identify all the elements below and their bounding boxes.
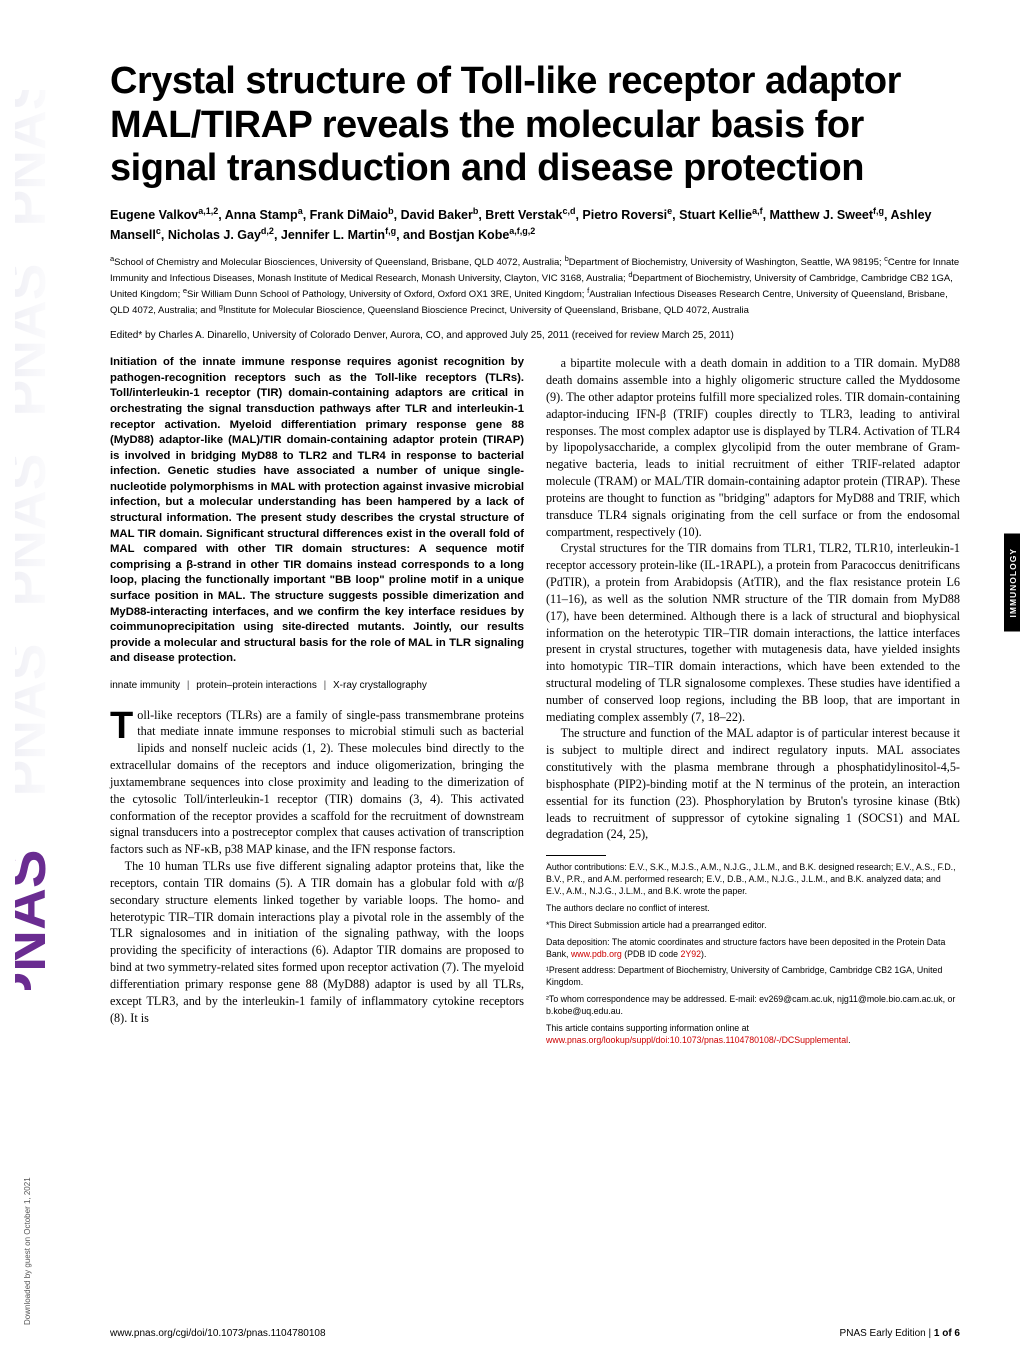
page: PNAS PNAS PNAS PNAS PNAS Downloaded by g… bbox=[0, 0, 1020, 1365]
pdb-link[interactable]: www.pdb.org bbox=[571, 949, 622, 959]
svg-text:PNAS: PNAS bbox=[15, 454, 57, 607]
page-footer: www.pnas.org/cgi/doi/10.1073/pnas.110478… bbox=[110, 1328, 960, 1339]
two-column-body: Initiation of the innate immune response… bbox=[110, 355, 960, 1046]
direct-submission: *This Direct Submission article had a pr… bbox=[546, 920, 960, 932]
supporting-link[interactable]: www.pnas.org/lookup/suppl/doi:10.1073/pn… bbox=[546, 1035, 848, 1045]
svg-text:PNAS: PNAS bbox=[15, 849, 58, 990]
supporting-info: This article contains supporting informa… bbox=[546, 1023, 960, 1047]
body-paragraph: The 10 human TLRs use five different sig… bbox=[110, 858, 524, 1026]
correspondence: ²To whom correspondence may be addressed… bbox=[546, 994, 960, 1018]
data-deposition: Data deposition: The atomic coordinates … bbox=[546, 937, 960, 961]
abstract: Initiation of the innate immune response… bbox=[110, 355, 524, 667]
author-contributions: Author contributions: E.V., S.K., M.J.S.… bbox=[546, 862, 960, 898]
download-notice: Downloaded by guest on October 1, 2021 bbox=[23, 1145, 32, 1325]
footnote-text: This article contains supporting informa… bbox=[546, 1023, 749, 1033]
pdb-id-link[interactable]: 2Y92 bbox=[680, 949, 701, 959]
article-title: Crystal structure of Toll-like receptor … bbox=[110, 60, 960, 191]
separator-icon: | bbox=[324, 680, 327, 691]
footnotes: Author contributions: E.V., S.K., M.J.S.… bbox=[546, 862, 960, 1046]
keywords: innate immunity | protein–protein intera… bbox=[110, 679, 524, 693]
footnote-block: Author contributions: E.V., S.K., M.J.S.… bbox=[546, 855, 960, 1046]
keyword: X-ray crystallography bbox=[333, 680, 427, 691]
svg-text:PNAS: PNAS bbox=[15, 90, 57, 226]
affiliations: aSchool of Chemistry and Molecular Biosc… bbox=[110, 254, 960, 318]
svg-text:PNAS: PNAS bbox=[15, 644, 57, 797]
section-tab: IMMUNOLOGY bbox=[1004, 534, 1020, 632]
footnote-text: . bbox=[848, 1035, 850, 1045]
svg-text:PNAS: PNAS bbox=[15, 264, 57, 417]
footnote-rule bbox=[546, 855, 606, 856]
page-number: 1 of 6 bbox=[934, 1328, 960, 1339]
pnas-logo: PNAS PNAS PNAS PNAS PNAS bbox=[15, 90, 75, 990]
footnote-text: (PDB ID code bbox=[622, 949, 681, 959]
dropcap: T bbox=[110, 707, 137, 742]
conflict-statement: The authors declare no conflict of inter… bbox=[546, 903, 960, 915]
keyword: innate immunity bbox=[110, 680, 180, 691]
edition-label: PNAS Early Edition bbox=[840, 1328, 926, 1339]
paragraph-text: oll-like receptors (TLRs) are a family o… bbox=[110, 708, 524, 857]
keyword: protein–protein interactions bbox=[196, 680, 317, 691]
body-paragraph: The structure and function of the MAL ad… bbox=[546, 725, 960, 843]
footnote-text: ). bbox=[701, 949, 706, 959]
author-list: Eugene Valkova,1,2, Anna Stampa, Frank D… bbox=[110, 205, 960, 244]
body-paragraph: Toll-like receptors (TLRs) are a family … bbox=[110, 707, 524, 858]
separator-icon: | bbox=[187, 680, 190, 691]
body-paragraph: Crystal structures for the TIR domains f… bbox=[546, 540, 960, 725]
body-paragraph: a bipartite molecule with a death domain… bbox=[546, 355, 960, 540]
editor-line: Edited* by Charles A. Dinarello, Univers… bbox=[110, 330, 960, 341]
present-address: ¹Present address: Department of Biochemi… bbox=[546, 965, 960, 989]
doi-link[interactable]: www.pnas.org/cgi/doi/10.1073/pnas.110478… bbox=[110, 1328, 326, 1339]
footer-right: PNAS Early Edition | 1 of 6 bbox=[840, 1328, 960, 1339]
pnas-logo-svg: PNAS PNAS PNAS PNAS PNAS bbox=[15, 90, 75, 990]
